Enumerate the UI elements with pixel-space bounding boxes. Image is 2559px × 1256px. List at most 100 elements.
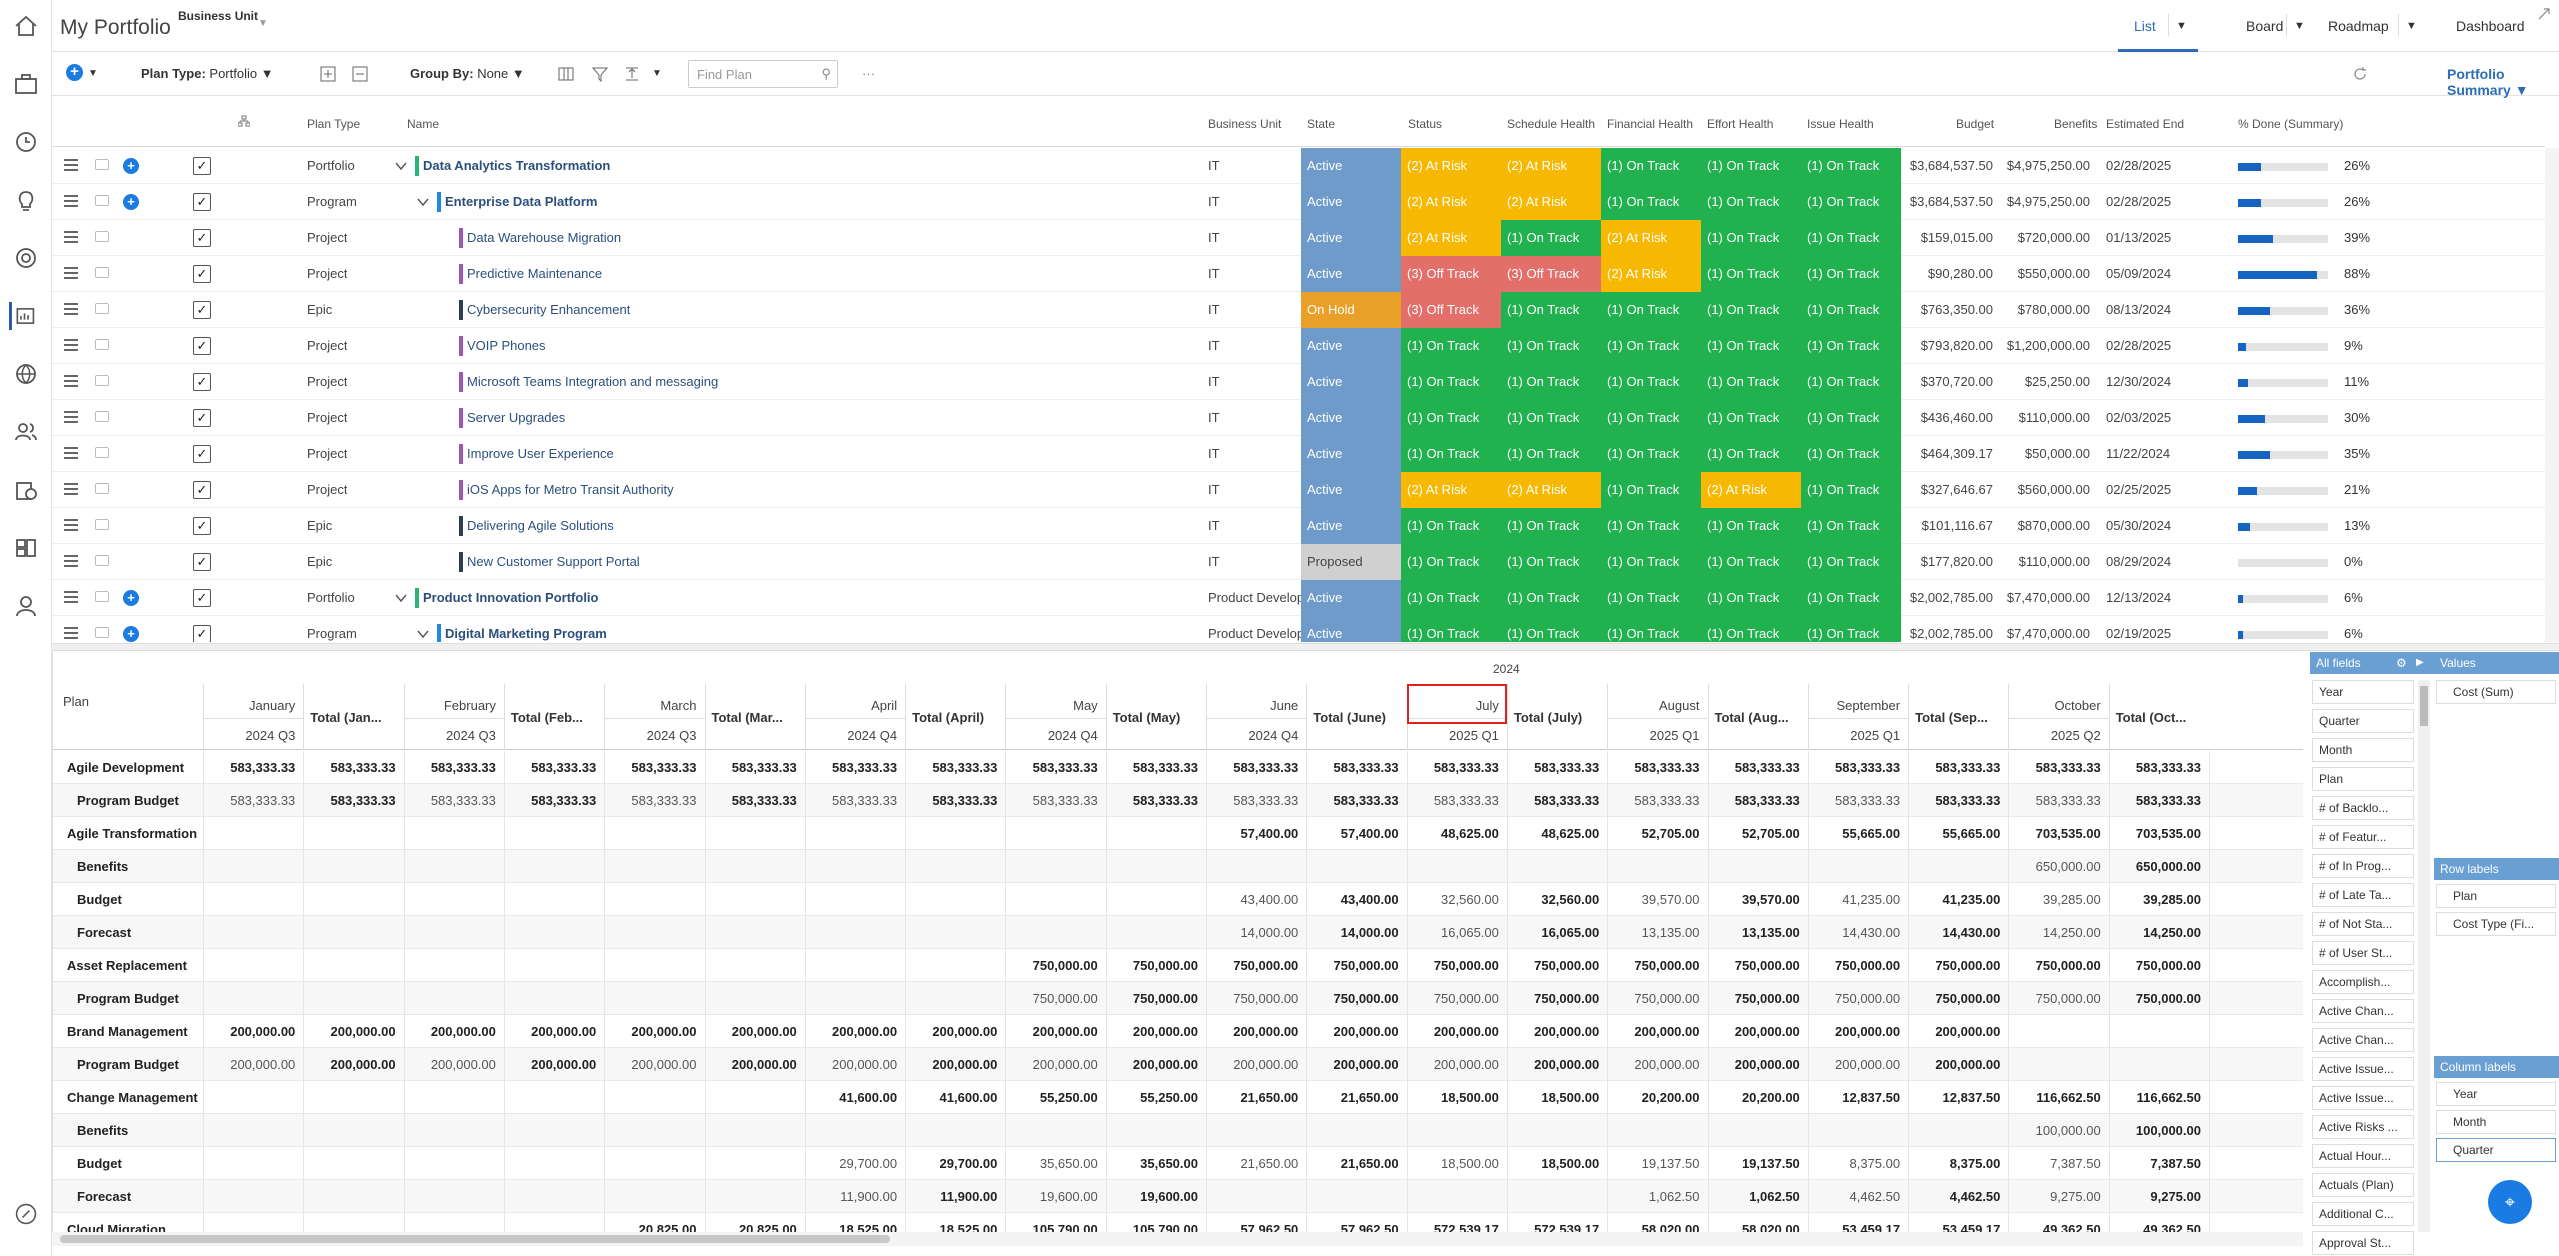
col-header-issue-health[interactable]: Issue Health: [1807, 117, 1874, 131]
column-label-month[interactable]: Month: [2436, 1110, 2556, 1134]
drag-handle-icon[interactable]: [64, 411, 78, 423]
plan-row[interactable]: ✓ Project Server Upgrades IT Active (1) On Tr…: [52, 400, 2545, 436]
comment-icon[interactable]: [95, 303, 109, 314]
plan-name-link[interactable]: New Customer Support Portal: [467, 554, 640, 569]
add-child-button[interactable]: +: [123, 590, 139, 606]
field-item[interactable]: Additional C...: [2312, 1202, 2414, 1226]
plan-row[interactable]: ✓ Epic Cybersecurity Enhancement IT On Hold(…: [52, 292, 2545, 328]
pivot-row[interactable]: Forecast 14,000.00 14,000.00 16,065.00 16,06…: [53, 916, 2303, 949]
month-column-header[interactable]: October 2025 Q2: [2008, 684, 2109, 750]
col-header-state[interactable]: State: [1307, 117, 1336, 131]
col-header-budget[interactable]: Budget: [1956, 117, 1995, 131]
globe-icon[interactable]: [12, 360, 40, 388]
field-item[interactable]: Active Chan...: [2312, 1028, 2414, 1052]
plan-name-link[interactable]: Delivering Agile Solutions: [467, 518, 614, 533]
plan-row[interactable]: + ✓ Program Enterprise Data Platform IT Activ…: [52, 184, 2545, 220]
lightbulb-icon[interactable]: [12, 186, 40, 214]
briefcase-icon[interactable]: [12, 70, 40, 98]
plan-name-link[interactable]: Digital Marketing Program: [445, 626, 607, 641]
pivot-row[interactable]: Asset Replacement 750,000.00 750,000.00 750…: [53, 949, 2303, 982]
user-icon[interactable]: [12, 592, 40, 620]
plan-row[interactable]: ✓ Project Predictive Maintenance IT Active (3…: [52, 256, 2545, 292]
plan-row[interactable]: ✓ Epic New Customer Support Portal IT Propos…: [52, 544, 2545, 580]
pivot-row[interactable]: Brand Management 200,000.00 200,000.00 200,…: [53, 1015, 2303, 1048]
plan-row[interactable]: ✓ Project VOIP Phones IT Active (1) On Track(…: [52, 328, 2545, 364]
comment-icon[interactable]: [95, 411, 109, 422]
total-column-header[interactable]: Total (June): [1306, 684, 1406, 750]
row-checkbox[interactable]: ✓: [193, 337, 211, 355]
drag-handle-icon[interactable]: [64, 447, 78, 459]
pivot-row[interactable]: Agile Development 583,333.33 583,333.33 583…: [53, 751, 2303, 784]
field-item[interactable]: Approval St...: [2312, 1231, 2414, 1255]
business-unit-filter[interactable]: Business Unit: [178, 9, 259, 23]
reports-icon[interactable]: [12, 476, 40, 504]
collapse-all-icon[interactable]: [352, 66, 368, 82]
pivot-row[interactable]: Agile Transformation 57,400.00 57,400.00 48…: [53, 817, 2303, 850]
comment-icon[interactable]: [95, 591, 109, 602]
row-checkbox[interactable]: ✓: [193, 517, 211, 535]
field-item[interactable]: Year: [2312, 680, 2414, 704]
row-checkbox[interactable]: ✓: [193, 553, 211, 571]
field-item[interactable]: # of Not Sta...: [2312, 912, 2414, 936]
month-column-header[interactable]: February 2024 Q3: [403, 684, 504, 750]
field-item[interactable]: Plan: [2312, 767, 2414, 791]
drag-handle-icon[interactable]: [64, 267, 78, 279]
field-item[interactable]: Month: [2312, 738, 2414, 762]
add-child-button[interactable]: +: [123, 626, 139, 642]
row-checkbox[interactable]: ✓: [193, 229, 211, 247]
drag-handle-icon[interactable]: [64, 519, 78, 531]
field-item[interactable]: # of User St...: [2312, 941, 2414, 965]
col-header-name[interactable]: Name: [407, 117, 440, 131]
plan-row[interactable]: ✓ Project Data Warehouse Migration IT Active…: [52, 220, 2545, 256]
group-by-filter[interactable]: Group By: None ▼: [410, 66, 525, 81]
field-item[interactable]: # of Late Ta...: [2312, 883, 2414, 907]
field-item[interactable]: # of In Prog...: [2312, 854, 2414, 878]
grid-vertical-scrollbar[interactable]: [2545, 148, 2559, 642]
columns-icon[interactable]: [558, 66, 574, 82]
col-header-business-unit[interactable]: Business Unit: [1208, 117, 1282, 131]
fields-scroll-thumb[interactable]: [2420, 686, 2428, 726]
comment-icon[interactable]: [95, 231, 109, 242]
plan-row[interactable]: ✓ Project iOS Apps for Metro Transit Autho…: [52, 472, 2545, 508]
pivot-row[interactable]: Forecast 11,900.00 11,900.00 19,600.00 19,60…: [53, 1180, 2303, 1213]
total-column-header[interactable]: Total (Jan...: [303, 684, 403, 750]
hierarchy-icon[interactable]: [238, 115, 250, 127]
month-column-header[interactable]: April 2024 Q4: [804, 684, 906, 750]
month-column-header[interactable]: January 2024 Q3: [203, 684, 304, 750]
row-checkbox[interactable]: ✓: [193, 193, 211, 211]
total-column-header[interactable]: Total (Mar...: [704, 684, 805, 750]
plan-name-link[interactable]: Predictive Maintenance: [467, 266, 603, 281]
roadmap-menu-caret-icon[interactable]: ▼: [2406, 20, 2417, 32]
add-child-button[interactable]: +: [123, 158, 139, 174]
field-item[interactable]: # of Featur...: [2312, 825, 2414, 849]
row-checkbox[interactable]: ✓: [193, 409, 211, 427]
total-column-header[interactable]: Total (Aug...: [1707, 684, 1808, 750]
row-checkbox[interactable]: ✓: [193, 625, 211, 642]
tab-dashboard[interactable]: Dashboard: [2456, 18, 2525, 34]
row-checkbox[interactable]: ✓: [193, 265, 211, 283]
pivot-year-header[interactable]: 2024: [1493, 662, 1520, 676]
plan-type-filter[interactable]: Plan Type: Portfolio ▼: [141, 66, 274, 81]
drag-handle-icon[interactable]: [64, 195, 78, 207]
pivot-row[interactable]: Budget 43,400.00 43,400.00 32,560.00 32,560.…: [53, 883, 2303, 916]
row-label-plan[interactable]: Plan: [2436, 884, 2556, 908]
field-item[interactable]: Quarter: [2312, 709, 2414, 733]
month-column-header[interactable]: March 2024 Q3: [604, 684, 705, 750]
plan-row[interactable]: + ✓ Portfolio Product Innovation Portfolio P…: [52, 580, 2545, 616]
month-column-header[interactable]: May 2024 Q4: [1005, 684, 1106, 750]
total-column-header[interactable]: Total (Feb...: [503, 684, 604, 750]
month-column-header[interactable]: September 2025 Q1: [1807, 684, 1909, 750]
pivot-plan-header[interactable]: Plan: [63, 694, 90, 709]
col-header-financial-health[interactable]: Financial Health: [1607, 117, 1694, 131]
drag-handle-icon[interactable]: [64, 591, 78, 603]
plan-name-link[interactable]: Data Analytics Transformation: [423, 158, 611, 173]
search-icon[interactable]: ⚲: [821, 66, 831, 81]
field-item[interactable]: Active Issue...: [2312, 1057, 2414, 1081]
dashboard-grid-icon[interactable]: [12, 534, 40, 562]
find-plan-input[interactable]: Find Plan ⚲: [688, 60, 838, 88]
field-item[interactable]: Actual Hour...: [2312, 1144, 2414, 1168]
people-icon[interactable]: [12, 418, 40, 446]
refresh-icon[interactable]: [2352, 66, 2368, 82]
drag-handle-icon[interactable]: [64, 159, 78, 171]
caret-right-icon[interactable]: ▶: [2416, 657, 2424, 668]
